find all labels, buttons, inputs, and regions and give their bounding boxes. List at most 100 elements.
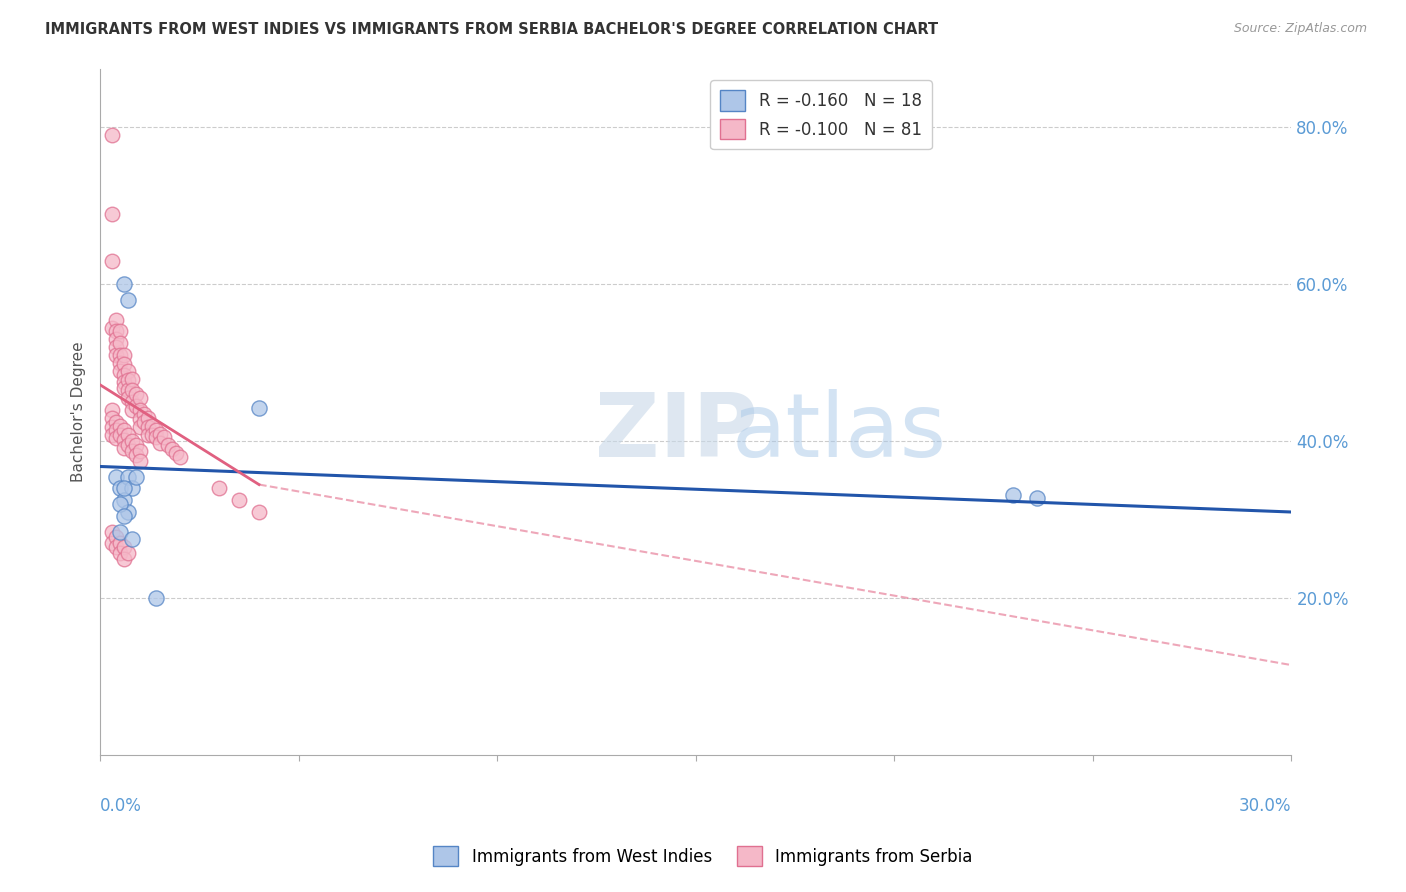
Point [121,443,143,458]
Text: 0.0%: 0.0% [100,797,142,814]
Point [121,384,143,398]
Point [117,505,139,519]
Point [101,428,124,442]
Point [125,387,148,401]
Point [228,493,250,508]
Point [112,381,135,395]
Point [108,536,131,550]
Point [108,428,131,442]
Point [145,430,167,444]
Point [121,371,143,385]
Point [117,373,139,387]
Point [117,364,139,378]
Point [105,431,128,445]
Point [108,482,131,496]
Point [108,348,131,362]
Point [108,524,131,539]
Point [117,391,139,405]
Point [112,368,135,382]
Point [108,325,131,339]
Point [208,482,231,496]
Point [169,450,191,464]
Point [121,403,143,417]
Point [125,399,148,413]
Point [165,446,187,460]
Point [247,505,270,519]
Point [108,356,131,370]
Text: Source: ZipAtlas.com: Source: ZipAtlas.com [1233,22,1367,36]
Point [125,469,148,483]
Point [136,428,159,442]
Point [128,420,150,434]
Point [128,391,150,405]
Point [105,332,128,346]
Point [112,541,135,555]
Point [112,358,135,372]
Point [149,436,172,450]
Point [108,418,131,433]
Point [121,434,143,449]
Point [101,524,124,539]
Point [112,508,135,523]
Point [141,428,163,442]
Point [105,415,128,429]
Point [101,420,124,434]
Point [112,423,135,437]
Point [105,348,128,362]
Point [121,533,143,547]
Point [105,541,128,555]
Point [1026,491,1049,505]
Point [112,433,135,447]
Point [108,497,131,511]
Point [128,412,150,426]
Point [112,482,135,496]
Point [128,403,150,417]
Legend: Immigrants from West Indies, Immigrants from Serbia: Immigrants from West Indies, Immigrants … [426,839,980,873]
Point [125,449,148,463]
Y-axis label: Bachelor's Degree: Bachelor's Degree [72,342,86,483]
Point [117,437,139,451]
Point [136,420,159,434]
Point [141,418,163,433]
Point [145,591,167,606]
Point [160,442,183,457]
Point [105,312,128,326]
Point [112,348,135,362]
Point [121,482,143,496]
Point [117,546,139,560]
Point [112,277,135,292]
Point [112,441,135,455]
Point [108,336,131,351]
Point [1002,488,1025,502]
Point [101,253,124,268]
Point [149,426,172,441]
Point [108,364,131,378]
Point [105,530,128,544]
Point [132,407,155,421]
Point [112,376,135,390]
Point [105,423,128,437]
Point [145,423,167,437]
Point [101,536,124,550]
Point [112,552,135,566]
Point [117,293,139,307]
Point [101,403,124,417]
Point [101,410,124,425]
Text: atlas: atlas [731,389,946,476]
Point [136,410,159,425]
Point [125,438,148,452]
Point [101,320,124,334]
Legend: R = -0.160   N = 18, R = -0.100   N = 81: R = -0.160 N = 18, R = -0.100 N = 81 [710,80,932,149]
Point [117,428,139,442]
Point [132,415,155,429]
Text: 30.0%: 30.0% [1239,797,1292,814]
Point [156,438,179,452]
Point [108,546,131,560]
Text: ZIP: ZIP [595,389,758,476]
Point [112,493,135,508]
Point [128,454,150,468]
Point [105,325,128,339]
Point [105,469,128,483]
Point [128,443,150,458]
Point [247,401,270,415]
